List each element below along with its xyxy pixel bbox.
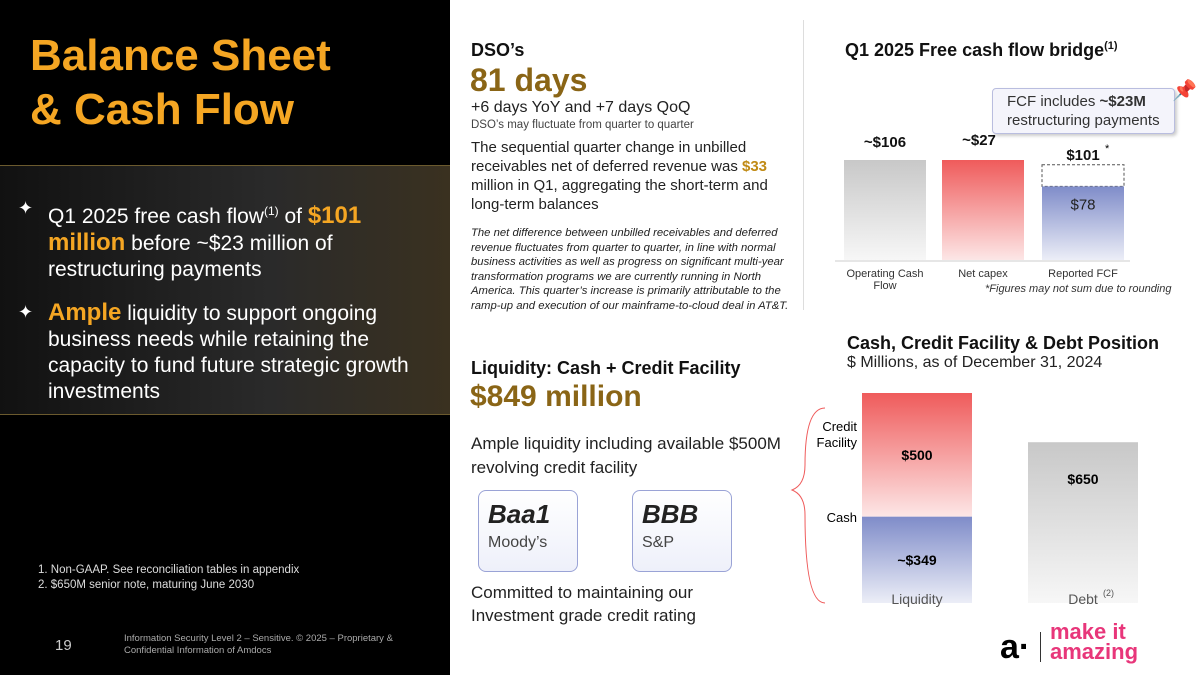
page-number: 19 bbox=[55, 637, 72, 654]
asterisk: * bbox=[1105, 143, 1110, 155]
dso-detail: The net difference between unbilled rece… bbox=[471, 227, 789, 312]
rating-card-sp: BBB S&P bbox=[632, 490, 732, 572]
tagline-logo: make it amazing bbox=[1050, 619, 1139, 664]
dso-paragraph: The sequential quarter change in unbille… bbox=[471, 139, 768, 213]
dso-change: +6 days YoY and +7 days QoQ bbox=[471, 99, 691, 116]
legal-notice: Information Security Level 2 – Sensitive… bbox=[124, 633, 393, 656]
label-debt: $650 bbox=[1067, 471, 1098, 487]
amdocs-logo-icon: a· bbox=[1000, 628, 1031, 666]
fcf-callout: FCF includes ~$23M restructuring payment… bbox=[992, 88, 1175, 134]
commit-text: Committed to maintaining our Investment … bbox=[471, 583, 696, 625]
bar-value-label: $101 bbox=[1066, 147, 1099, 164]
liquidity-heading: Liquidity: Cash + Credit Facility bbox=[471, 358, 741, 378]
slide-title-line1: Balance Sheet bbox=[30, 31, 331, 80]
sparkle-icon: ✦ bbox=[18, 198, 34, 218]
rating-card-moodys: Baa1 Moody’s bbox=[478, 490, 578, 572]
footnote-1: 1. Non-GAAP. See reconciliation tables i… bbox=[38, 564, 300, 576]
dso-heading: DSO’s bbox=[471, 40, 525, 60]
rating-grade: BBB bbox=[642, 499, 699, 529]
legend-cash: Cash bbox=[827, 510, 857, 525]
category-label: Operating Cash bbox=[846, 268, 923, 280]
dso-note: DSO’s may fluctuate from quarter to quar… bbox=[471, 119, 694, 131]
fcf-footnote: *Figures may not sum due to rounding bbox=[985, 283, 1172, 295]
rating-grade: Baa1 bbox=[488, 499, 551, 529]
bullet-liquidity: Ample liquidity to support ongoing busin… bbox=[48, 299, 409, 404]
highlight-band bbox=[0, 165, 450, 415]
category-liquidity: Liquidity bbox=[891, 591, 942, 607]
bar-reported-fcf bbox=[1042, 186, 1124, 260]
bullet-fcf: Q1 2025 free cash flow(1) of $101 millio… bbox=[48, 202, 362, 282]
category-label: Flow bbox=[873, 280, 896, 292]
liquidity-value: $849 million bbox=[470, 380, 642, 413]
category-label: Net capex bbox=[958, 268, 1008, 280]
dso-value: 81 days bbox=[470, 62, 588, 98]
bar-debt bbox=[1028, 442, 1138, 603]
bar-cash bbox=[862, 516, 972, 603]
debt-chart-title: Cash, Credit Facility & Debt Position bbox=[847, 333, 1160, 353]
pushpin-icon: 📌 bbox=[1172, 80, 1197, 102]
slide-title-line2: & Cash Flow bbox=[30, 85, 295, 134]
rating-agency: Moody’s bbox=[488, 534, 548, 551]
fcf-chart-title: Q1 2025 Free cash flow bridge(1) bbox=[845, 40, 1118, 60]
bar-value-label: ~$27 bbox=[962, 132, 996, 149]
label-credit-facility: $500 bbox=[901, 447, 932, 463]
category-label: Reported FCF bbox=[1048, 268, 1118, 280]
brace bbox=[790, 407, 826, 604]
bar-value-label: ~$106 bbox=[864, 134, 906, 151]
debt-chart-subtitle: $ Millions, as of December 31, 2024 bbox=[847, 354, 1103, 371]
bar-0 bbox=[844, 160, 926, 260]
label-cash: ~$349 bbox=[897, 552, 937, 568]
bar-inner-label: $78 bbox=[1070, 196, 1095, 213]
bar-1 bbox=[942, 160, 1024, 260]
legend-credit: Credit bbox=[822, 419, 857, 434]
legend-facility: Facility bbox=[817, 435, 858, 450]
bar-credit-facility bbox=[862, 393, 972, 517]
category-debt: Debt bbox=[1068, 591, 1098, 607]
divider bbox=[803, 20, 804, 310]
category-sup: (2) bbox=[1103, 588, 1114, 598]
logo-divider bbox=[1040, 632, 1041, 662]
footnote-2: 2. $650M senior note, maturing June 2030 bbox=[38, 579, 255, 591]
rating-agency: S&P bbox=[642, 534, 675, 551]
liquidity-desc: Ample liquidity including available $500… bbox=[471, 434, 781, 477]
sparkle-icon: ✦ bbox=[18, 302, 34, 322]
restructuring-dashed-bar bbox=[1041, 164, 1125, 187]
